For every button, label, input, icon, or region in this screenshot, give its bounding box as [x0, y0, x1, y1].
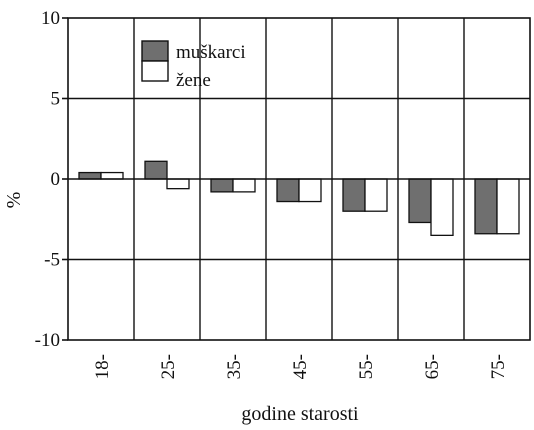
x-tick-label-45: 45- [290, 354, 311, 379]
bar-series1-45 [299, 179, 321, 202]
bar-series0-45 [277, 179, 299, 202]
bar-series0-75 [475, 179, 497, 234]
bar-series1-65 [431, 179, 453, 235]
x-tick-label-65: 65- [422, 354, 443, 379]
legend-label-muskarci: muškarci [176, 42, 246, 63]
bar-series1-25 [167, 179, 189, 189]
bar-series1-35 [233, 179, 255, 192]
legend-swatch-muskarci [142, 41, 168, 61]
x-tick-label-35: 35- [224, 354, 245, 379]
y-tick-label-4: -10 [35, 330, 60, 351]
y-axis-label: % [3, 192, 25, 209]
bar-series0-25 [145, 161, 167, 179]
x-tick-label-18: 18- [92, 354, 113, 379]
bars [79, 161, 519, 235]
y-tick-label-2: 0 [51, 169, 61, 190]
bar-series0-35 [211, 179, 233, 192]
x-tick-label-25: 25- [158, 354, 179, 379]
legend-label-zene: žene [176, 70, 211, 91]
x-axis-label: godine starosti [241, 403, 359, 425]
legend: muškarci žene [142, 41, 246, 91]
bar-series0-55 [343, 179, 365, 211]
legend-swatch-zene [142, 61, 168, 81]
bar-series1-75 [497, 179, 519, 234]
bar-series1-55 [365, 179, 387, 211]
bar-series0-65 [409, 179, 431, 222]
bar-series1-18 [101, 173, 123, 179]
x-tick-label-75: 75- [488, 354, 509, 379]
x-tick-label-55: 55- [356, 354, 377, 379]
y-tick-label-0: 10 [41, 8, 60, 29]
y-tick-label-1: 5 [51, 89, 61, 110]
x-tick-labels: 18- 25- 35- 45- 55- 65- 75- [92, 354, 509, 379]
y-tick-labels: 10 5 0 -5 -10 [35, 8, 60, 351]
bar-series0-18 [79, 173, 101, 179]
y-tick-label-3: -5 [44, 250, 60, 271]
